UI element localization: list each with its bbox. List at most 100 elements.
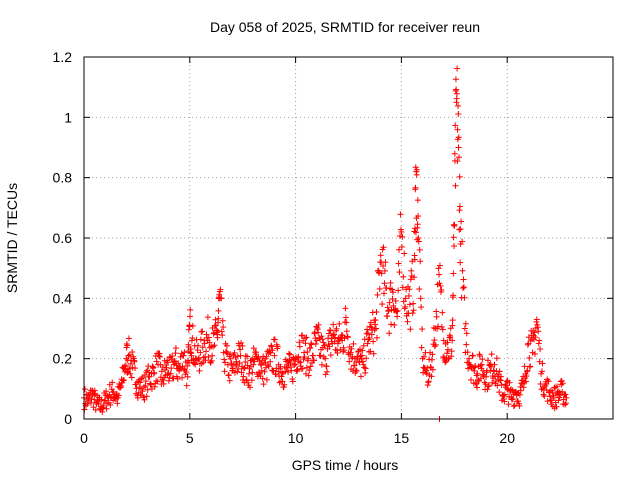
data-point (417, 258, 424, 265)
x-tick-label: 5 (186, 430, 194, 446)
data-point (120, 377, 127, 384)
data-point (103, 405, 110, 412)
data-point (217, 286, 224, 293)
data-point (457, 226, 464, 233)
data-point (414, 221, 421, 228)
data-point (399, 233, 406, 240)
data-point (198, 360, 205, 367)
data-point (144, 386, 151, 393)
data-point (211, 322, 218, 329)
data-point (132, 381, 139, 388)
data-point (286, 351, 293, 358)
data-point (523, 378, 530, 385)
data-point (357, 373, 364, 380)
data-point (459, 238, 466, 245)
data-point (274, 343, 281, 350)
data-point (109, 379, 116, 386)
data-point (296, 339, 303, 346)
data-point (562, 391, 569, 398)
data-point (204, 314, 211, 321)
data-point (454, 158, 461, 165)
data-point (407, 276, 414, 283)
data-point (333, 325, 340, 332)
data-point (467, 376, 474, 383)
data-point (420, 353, 427, 360)
data-point (179, 374, 186, 381)
data-point (327, 352, 334, 359)
data-point (187, 306, 194, 313)
data-point (199, 328, 206, 335)
data-point (139, 388, 146, 395)
data-point (203, 348, 210, 355)
data-point (370, 350, 377, 357)
grid-lines (84, 57, 613, 419)
y-tick-label: 1.2 (53, 49, 73, 65)
data-point (124, 342, 131, 349)
data-point (196, 367, 203, 374)
data-point (171, 358, 178, 365)
data-point (491, 361, 498, 368)
data-point (361, 364, 368, 371)
data-point (129, 349, 136, 356)
data-point (454, 126, 461, 133)
data-point (524, 341, 531, 348)
data-point (414, 197, 421, 204)
data-point (141, 372, 148, 379)
data-point (114, 400, 121, 407)
data-point (451, 243, 458, 250)
data-point (526, 355, 533, 362)
data-point (294, 366, 301, 373)
data-point (532, 334, 539, 341)
data-point (122, 362, 129, 369)
data-point (456, 226, 463, 233)
data-point (223, 349, 230, 356)
data-point (218, 295, 225, 302)
data-point (308, 341, 315, 348)
data-point (256, 358, 263, 365)
data-point (440, 353, 447, 360)
data-point (415, 238, 422, 245)
data-point (515, 398, 522, 405)
data-point (424, 364, 431, 371)
data-point (456, 154, 463, 161)
data-point (381, 290, 388, 297)
data-point (430, 324, 437, 331)
data-point (323, 363, 330, 370)
data-point (399, 284, 406, 291)
data-point (236, 360, 243, 367)
data-point (289, 378, 296, 385)
data-point (234, 368, 241, 375)
data-point (268, 343, 275, 350)
data-point (231, 349, 238, 356)
data-point (473, 372, 480, 379)
data-point (276, 379, 283, 386)
data-point (235, 365, 242, 372)
data-point (440, 337, 447, 344)
data-point (346, 358, 353, 365)
data-point (364, 326, 371, 333)
data-point (496, 368, 503, 375)
data-point (108, 386, 115, 393)
data-point (489, 379, 496, 386)
data-point (206, 344, 213, 351)
data-point (511, 402, 518, 409)
data-point (304, 357, 311, 364)
data-point (366, 335, 373, 342)
data-point (263, 376, 270, 383)
data-point (318, 333, 325, 340)
data-point (170, 375, 177, 382)
data-point (336, 320, 343, 327)
data-point (408, 267, 415, 274)
data-point (397, 226, 404, 233)
data-point (452, 76, 459, 83)
data-point (98, 396, 105, 403)
data-point (125, 335, 132, 342)
data-point (250, 345, 257, 352)
data-point (307, 363, 314, 370)
data-point (412, 164, 419, 171)
y-tick-label: 0.8 (53, 170, 73, 186)
data-point (234, 353, 241, 360)
data-point (179, 352, 186, 359)
data-point (240, 365, 247, 372)
data-point (334, 340, 341, 347)
